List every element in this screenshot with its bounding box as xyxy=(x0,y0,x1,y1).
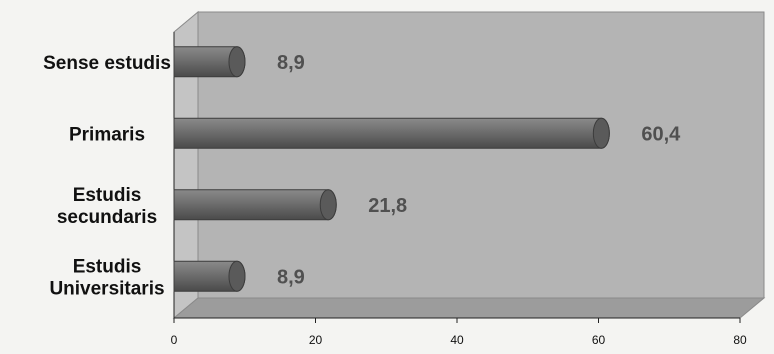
category-label: Estudis Universitaris xyxy=(49,256,164,299)
bar-value-label: 60,4 xyxy=(641,123,681,145)
x-tick-label: 40 xyxy=(450,333,464,347)
bar-value-label: 8,9 xyxy=(277,266,305,288)
bar-end-cap xyxy=(228,260,246,292)
x-tick-label: 20 xyxy=(309,333,323,347)
bar-end-cap xyxy=(228,46,246,78)
category-label: Sense estudis xyxy=(43,53,171,74)
axes: 0 20 40 60 80 xyxy=(171,32,747,347)
category-label-line: Sense estudis xyxy=(43,53,171,74)
category-label-line: Estudis xyxy=(73,185,142,206)
category-label-line: Universitaris xyxy=(49,278,164,299)
category-label-line: Estudis xyxy=(73,256,142,277)
x-tick-label: 0 xyxy=(171,333,178,347)
x-tick-label: 80 xyxy=(733,333,747,347)
category-label: Estudis secundaris xyxy=(57,185,157,228)
plot-floor xyxy=(172,297,766,319)
bar-end-cap xyxy=(319,189,337,221)
bar-value-label: 21,8 xyxy=(368,195,407,217)
plot-walls xyxy=(172,10,766,320)
category-label: Primaris xyxy=(69,124,145,145)
category-label-line: secundaris xyxy=(57,207,157,228)
bar-value-label: 8,9 xyxy=(277,52,305,74)
x-tick-label: 60 xyxy=(592,333,606,347)
bar xyxy=(173,189,337,221)
bars xyxy=(173,46,610,292)
bar xyxy=(173,117,610,149)
bar-end-cap xyxy=(592,117,610,149)
category-label-line: Primaris xyxy=(69,124,145,145)
